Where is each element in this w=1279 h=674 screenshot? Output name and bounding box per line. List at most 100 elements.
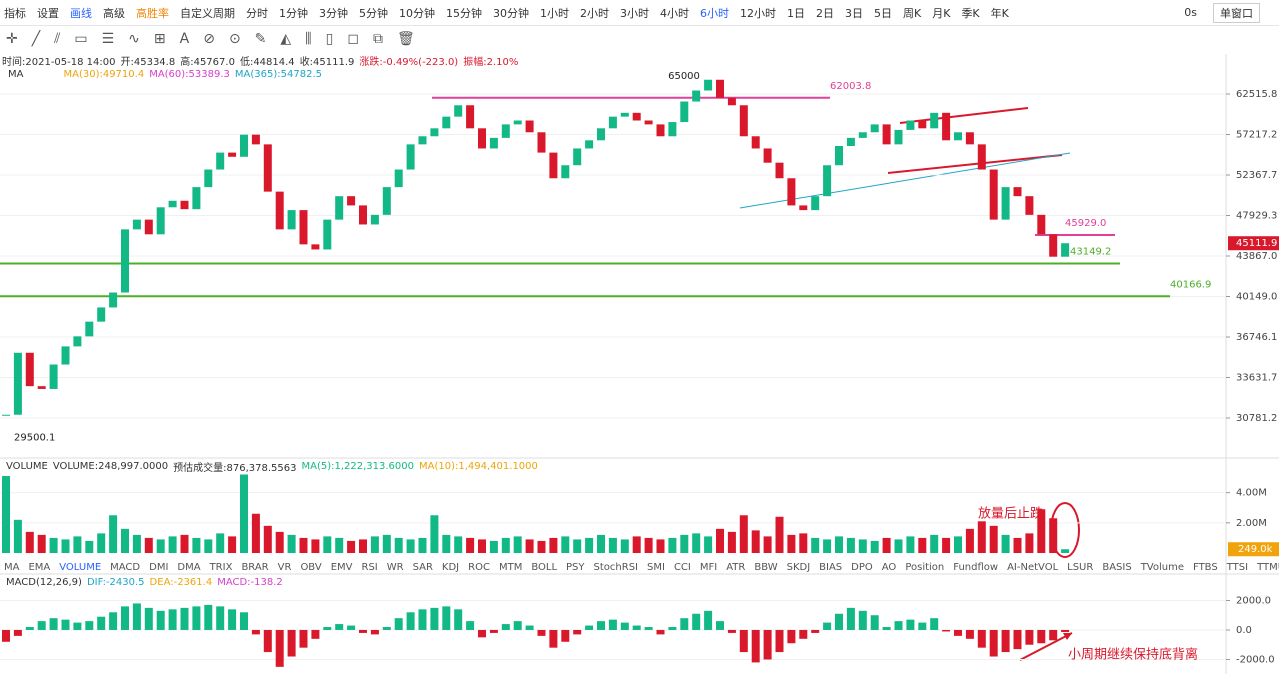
indicator-tab[interactable]: Fundflow (953, 561, 999, 573)
indicator-tab[interactable]: AO (881, 561, 897, 573)
indicator-tab[interactable]: LSUR (1067, 561, 1094, 573)
indicator-tab[interactable]: SAR (412, 561, 433, 573)
period-button[interactable]: 4小时 (660, 6, 689, 20)
volume-bar (537, 540, 546, 553)
period-button[interactable]: 周K (903, 6, 922, 20)
window-select[interactable]: 单窗口 (1213, 2, 1260, 23)
candle (49, 364, 58, 389)
candle (370, 214, 379, 225)
indicator-tab[interactable]: PSY (566, 561, 585, 573)
level-label: 43149.2 (1070, 247, 1111, 258)
indicator-tab[interactable]: EMV (330, 561, 353, 573)
candle (489, 137, 498, 149)
indicator-tab[interactable]: DPO (851, 561, 873, 573)
indicator-tab[interactable]: TTSI (1226, 561, 1249, 573)
indicator-tab[interactable]: AI-NetVOL (1007, 561, 1059, 573)
macd-bar (263, 629, 272, 653)
toolbar-button[interactable]: 高级 (103, 6, 125, 20)
indicator-tab[interactable]: VR (277, 561, 292, 573)
candle (965, 132, 974, 145)
indicator-tab[interactable]: TTMU (1257, 561, 1279, 573)
macd-bar (882, 627, 891, 630)
indicator-tab[interactable]: MFI (699, 561, 718, 573)
period-button[interactable]: 分时 (246, 6, 268, 20)
period-button[interactable]: 5日 (874, 6, 892, 20)
indicator-tab[interactable]: OBV (300, 561, 322, 573)
indicator-tab[interactable]: WR (386, 561, 404, 573)
indicator-tab[interactable]: FTBS (1193, 561, 1218, 573)
toolbar-button[interactable]: 指标 (4, 6, 26, 20)
indicator-tab[interactable]: BRAR (241, 561, 269, 573)
period-button[interactable]: 30分钟 (493, 6, 529, 20)
period-button[interactable]: 10分钟 (399, 6, 435, 20)
period-button[interactable]: 5分钟 (359, 6, 388, 20)
indicator-tab[interactable]: SKDJ (786, 561, 811, 573)
indicator-tab[interactable]: KDJ (441, 561, 460, 573)
period-button[interactable]: 15分钟 (446, 6, 482, 20)
macd-bar (13, 629, 22, 636)
indicator-tab[interactable]: RSI (361, 561, 378, 573)
indicator-tab[interactable]: TRIX (209, 561, 233, 573)
period-button[interactable]: 2小时 (580, 6, 609, 20)
candle (704, 79, 713, 91)
period-button[interactable]: 自定义周期 (180, 6, 235, 20)
toolbar-button[interactable]: 画线 (70, 6, 92, 20)
last-volume-tag (1228, 542, 1279, 557)
macd-annotation: 小周期继续保持底背离 (1068, 647, 1198, 663)
period-button[interactable]: 月K (932, 6, 951, 20)
indicator-tab[interactable]: SMI (647, 561, 665, 573)
indicator-tab[interactable]: BASIS (1102, 561, 1132, 573)
period-button[interactable]: 3分钟 (319, 6, 348, 20)
indicator-tab[interactable]: BOLL (531, 561, 558, 573)
volume-bar (561, 536, 570, 553)
indicator-tab[interactable]: MACD (110, 561, 141, 573)
indicator-tab[interactable]: Position (905, 561, 945, 573)
indicator-tab[interactable]: DMA (177, 561, 201, 573)
indicator-tab[interactable]: EMA (28, 561, 51, 573)
period-button[interactable]: 1分钟 (279, 6, 308, 20)
macd-bar (704, 610, 713, 630)
volume-bar (739, 515, 748, 553)
indicator-tab[interactable]: ROC (468, 561, 490, 573)
indicator-tab[interactable]: CCI (673, 561, 691, 573)
period-button[interactable]: 年K (990, 6, 1009, 20)
volume-bar (597, 534, 605, 553)
indicator-tab[interactable]: ATR (726, 561, 746, 573)
toolbar-button[interactable]: 高胜率 (136, 6, 169, 20)
volume-bar (216, 533, 225, 553)
volume-bar (1001, 534, 1010, 553)
period-button[interactable]: 1日 (787, 6, 805, 20)
indicator-tab[interactable]: MA (4, 561, 20, 573)
indicator-tab[interactable]: DMI (149, 561, 169, 573)
candle (2, 414, 10, 416)
volume-bar (775, 516, 784, 553)
volume-bar (335, 537, 344, 553)
macd-bar (299, 629, 308, 648)
candle (73, 336, 82, 347)
macd-bar (644, 627, 653, 630)
toolbar-button[interactable]: 设置 (37, 6, 59, 20)
indicator-tab[interactable]: TVolume (1140, 561, 1184, 573)
candle (585, 140, 594, 149)
period-button[interactable]: 3日 (845, 6, 863, 20)
candle (870, 124, 879, 133)
candle (216, 152, 225, 170)
macd-bar (930, 618, 939, 630)
period-button[interactable]: 3小时 (620, 6, 649, 20)
indicator-tab[interactable]: MTM (498, 561, 523, 573)
indicator-tab[interactable]: StochRSI (593, 561, 638, 573)
volume-bar (228, 536, 237, 553)
indicator-tab[interactable]: BIAS (819, 561, 843, 573)
volume-bar (85, 540, 94, 553)
period-button[interactable]: 6小时 (700, 6, 729, 20)
indicator-tab[interactable]: VOLUME (59, 561, 102, 573)
period-button[interactable]: 1小时 (540, 6, 569, 20)
period-button[interactable]: 季K (961, 6, 980, 20)
period-button[interactable]: 12小时 (740, 6, 776, 20)
candle (537, 132, 546, 153)
macd-bar (727, 629, 736, 633)
indicator-tab[interactable]: BBW (754, 561, 778, 573)
candle (275, 191, 284, 230)
period-button[interactable]: 2日 (816, 6, 834, 20)
macd-bar (180, 607, 189, 630)
